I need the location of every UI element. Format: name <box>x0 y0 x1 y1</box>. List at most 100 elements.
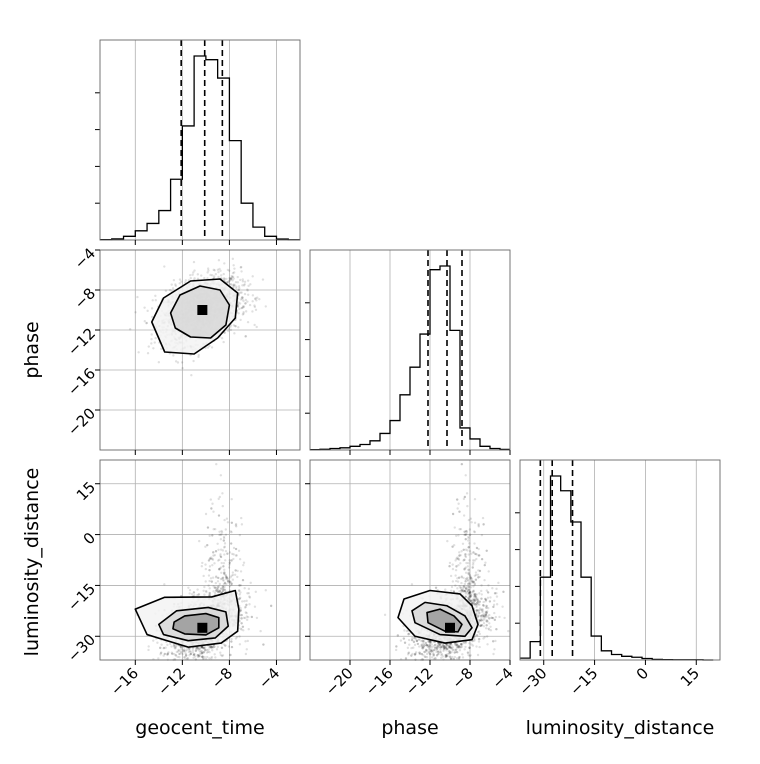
sample-point <box>218 259 220 261</box>
sample-point <box>232 579 234 581</box>
sample-point <box>191 593 193 595</box>
sample-point <box>178 656 180 658</box>
sample-point <box>204 649 206 651</box>
density-peak-geocent-time-vs-phase <box>197 305 207 315</box>
sample-point <box>222 341 224 343</box>
sample-point <box>220 274 222 276</box>
sample-point <box>193 654 195 656</box>
sample-point <box>160 644 162 646</box>
sample-point <box>207 651 209 653</box>
sample-point <box>225 576 227 578</box>
sample-point <box>209 565 211 567</box>
sample-point <box>220 566 222 568</box>
sample-point <box>248 603 250 605</box>
sample-point <box>151 307 153 309</box>
sample-point <box>152 299 154 301</box>
sample-point <box>223 537 225 539</box>
sample-point <box>218 498 220 500</box>
sample-point <box>169 643 171 645</box>
sample-point <box>224 582 226 584</box>
sample-point <box>470 586 472 588</box>
x-tick-label-luminosity-distance: −15 <box>566 664 601 699</box>
panel-frame <box>100 40 300 240</box>
sample-point <box>207 584 209 586</box>
sample-point <box>180 650 182 652</box>
sample-point <box>197 593 199 595</box>
y-tick-label-luminosity-distance: 15 <box>73 478 99 504</box>
sample-point <box>172 287 174 289</box>
sample-point <box>222 565 224 567</box>
sample-point <box>217 276 219 278</box>
sample-point <box>225 550 227 552</box>
sample-point <box>136 296 138 298</box>
sample-point <box>255 326 257 328</box>
sample-point <box>154 341 156 343</box>
sample-point <box>242 280 244 282</box>
sample-point <box>256 617 258 619</box>
sample-point <box>231 646 233 648</box>
sample-point <box>222 579 224 581</box>
sample-point <box>236 576 238 578</box>
sample-point <box>230 531 232 533</box>
sample-point <box>208 657 210 659</box>
sample-point <box>240 617 242 619</box>
sample-point <box>235 637 237 639</box>
sample-point <box>159 647 161 649</box>
sample-point <box>451 586 453 588</box>
sample-point <box>223 571 225 573</box>
sample-point <box>247 321 249 323</box>
sample-point <box>206 544 208 546</box>
sample-point <box>217 591 219 593</box>
sample-point <box>215 463 217 465</box>
sample-point <box>137 351 139 353</box>
sample-point <box>213 562 215 564</box>
sample-point <box>414 644 416 646</box>
sample-point <box>152 639 154 641</box>
sample-point <box>247 294 249 296</box>
sample-point <box>244 606 246 608</box>
sample-point <box>190 277 192 279</box>
sample-point <box>147 352 149 354</box>
sample-point <box>188 651 190 653</box>
sample-point <box>186 657 188 659</box>
sample-point <box>157 657 159 659</box>
sample-point <box>214 586 216 588</box>
sample-point <box>245 604 247 606</box>
sample-point <box>181 367 183 369</box>
sample-point <box>190 653 192 655</box>
y-tick-label-phase: −20 <box>64 404 99 439</box>
sample-point <box>227 578 229 580</box>
sample-point <box>234 325 236 327</box>
sample-point <box>227 269 229 271</box>
sample-point <box>207 346 209 348</box>
sample-point <box>247 279 249 281</box>
sample-point <box>223 519 225 521</box>
sample-point <box>171 652 173 654</box>
sample-point <box>209 587 211 589</box>
sample-point <box>223 273 225 275</box>
sample-point <box>183 656 185 658</box>
sample-point <box>204 563 206 565</box>
sample-point <box>233 271 235 273</box>
sample-point <box>211 503 213 505</box>
grid-2-2 <box>544 460 697 660</box>
sample-point <box>395 649 397 651</box>
sample-point <box>216 543 218 545</box>
sample-point <box>218 534 220 536</box>
sample-point <box>464 583 466 585</box>
sample-point <box>239 558 241 560</box>
sample-point <box>211 649 213 651</box>
sample-point <box>223 539 225 541</box>
sample-point <box>265 589 267 591</box>
sample-point <box>217 577 219 579</box>
x-tick-label-luminosity-distance: 15 <box>677 664 703 690</box>
y-tick-label-phase: −16 <box>64 364 99 399</box>
sample-point <box>154 295 156 297</box>
sample-point <box>211 346 213 348</box>
sample-point <box>221 655 223 657</box>
sample-point <box>233 267 235 269</box>
sample-point <box>197 356 199 358</box>
sample-point <box>242 313 244 315</box>
sample-point <box>230 559 232 561</box>
sample-point <box>232 574 234 576</box>
